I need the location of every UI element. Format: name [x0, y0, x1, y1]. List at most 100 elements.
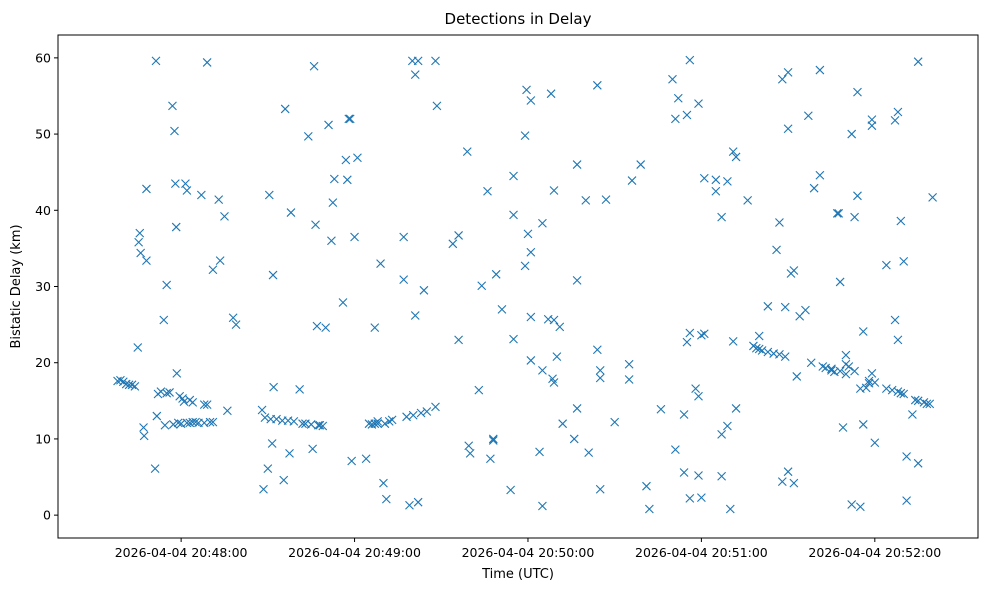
data-point: [379, 478, 388, 488]
data-point: [850, 366, 859, 376]
data-point: [549, 315, 559, 325]
data-point: [818, 362, 828, 371]
data-point: [373, 419, 383, 429]
data-point: [549, 378, 559, 387]
data-point: [847, 500, 857, 509]
data-point: [215, 256, 225, 265]
data-point: [160, 420, 170, 430]
data-point: [783, 467, 793, 477]
data-point: [520, 261, 530, 271]
data-point: [188, 397, 198, 407]
data-point: [410, 70, 420, 80]
data-point: [850, 212, 859, 222]
data-point: [399, 232, 409, 242]
data-point: [264, 190, 274, 200]
y-tick-label: 20: [35, 355, 51, 370]
data-point: [133, 343, 143, 352]
y-tick-label: 50: [35, 127, 51, 142]
data-point: [345, 114, 355, 124]
data-point: [491, 269, 501, 279]
data-point: [592, 80, 602, 90]
data-point: [205, 417, 215, 427]
data-point: [342, 175, 352, 185]
data-point: [268, 270, 278, 280]
data-point: [260, 413, 270, 422]
data-point: [835, 366, 845, 376]
data-point: [413, 56, 423, 66]
data-point: [136, 248, 146, 258]
data-point: [431, 56, 440, 66]
data-point: [344, 114, 354, 124]
data-point: [509, 334, 518, 344]
data-point: [572, 404, 582, 413]
data-point: [834, 208, 844, 218]
data-point: [803, 111, 813, 121]
data-point: [694, 471, 703, 480]
data-point: [890, 315, 900, 325]
data-point: [474, 385, 484, 395]
data-point: [448, 239, 458, 249]
data-point: [328, 198, 338, 208]
data-point: [520, 131, 530, 140]
data-point: [419, 285, 429, 295]
data-point: [509, 210, 518, 220]
data-point: [182, 186, 192, 195]
data-point: [783, 124, 793, 134]
data-point: [509, 171, 518, 181]
data-point: [757, 346, 767, 355]
data-point: [595, 373, 605, 383]
data-point: [370, 323, 380, 333]
data-point: [280, 104, 290, 114]
data-point: [116, 375, 125, 385]
data-point: [841, 369, 851, 379]
chart-title: Detections in Delay: [445, 10, 592, 28]
data-point: [410, 311, 420, 320]
plot-frame: [57, 34, 979, 539]
data-point: [754, 344, 764, 354]
y-tick-label: 10: [35, 431, 51, 446]
data-point: [222, 406, 232, 416]
data-point: [321, 323, 331, 333]
data-point: [867, 368, 877, 378]
data-point: [289, 417, 299, 426]
x-tick-label: 2026-04-04 20:49:00: [288, 545, 421, 560]
data-point: [685, 328, 695, 338]
data-point: [402, 412, 411, 422]
data-point: [789, 266, 799, 275]
data-point: [775, 218, 784, 227]
data-point: [697, 330, 706, 340]
data-point: [285, 449, 294, 458]
data-point: [685, 55, 695, 65]
data-point: [558, 419, 568, 429]
data-point: [881, 384, 891, 394]
data-point: [405, 500, 414, 510]
data-point: [595, 365, 605, 375]
x-axis: 2026-04-04 20:48:00 2026-04-04 20:49:00 20…: [115, 538, 941, 560]
data-point: [308, 444, 318, 454]
data-point: [139, 431, 149, 441]
data-point: [670, 114, 680, 124]
data-point: [867, 115, 877, 124]
data-point: [910, 395, 920, 405]
data-point: [526, 356, 536, 365]
data-point: [899, 256, 909, 266]
data-point: [523, 229, 533, 239]
data-point: [731, 404, 741, 413]
data-point: [159, 315, 169, 325]
data-point: [127, 380, 137, 390]
data-point: [399, 275, 409, 285]
data-point: [855, 502, 865, 512]
data-point: [142, 184, 151, 194]
data-point: [838, 423, 848, 432]
data-point: [668, 74, 677, 84]
data-point: [171, 222, 181, 232]
data-point: [269, 382, 279, 392]
data-point: [488, 436, 498, 445]
data-point: [259, 484, 268, 494]
data-point: [202, 58, 212, 67]
y-axis: 0 10 20 30 40 50 60: [35, 50, 58, 523]
data-point: [913, 458, 923, 468]
data-point: [526, 312, 536, 322]
data-point: [783, 67, 793, 77]
data-point: [546, 89, 556, 99]
